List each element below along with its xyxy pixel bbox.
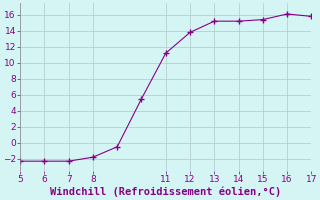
- X-axis label: Windchill (Refroidissement éolien,°C): Windchill (Refroidissement éolien,°C): [50, 187, 281, 197]
